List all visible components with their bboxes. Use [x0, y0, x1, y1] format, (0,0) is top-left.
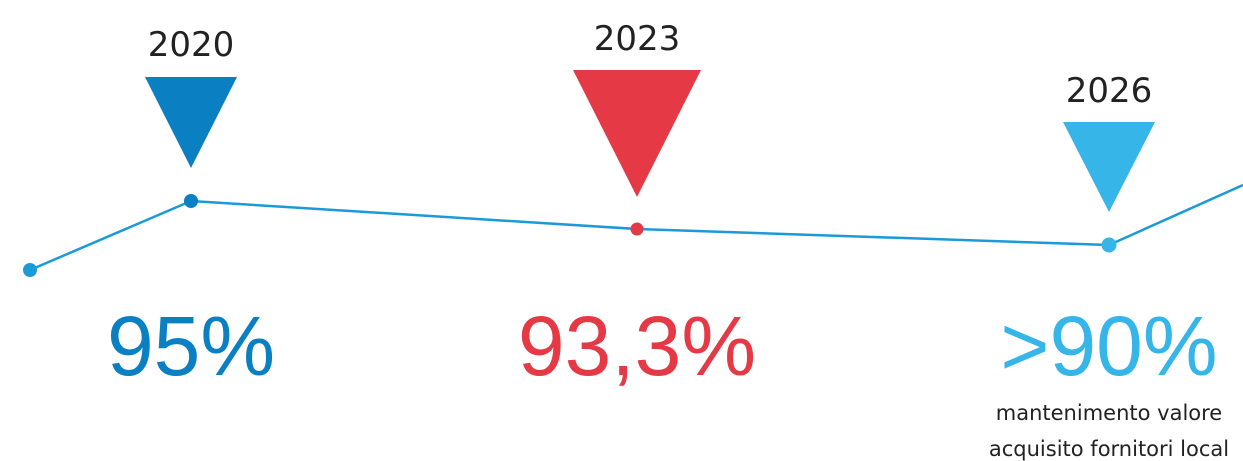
value-label: 95%	[107, 299, 275, 393]
marker-triangle	[1063, 122, 1155, 212]
note-line: acquisito fornitori local	[989, 437, 1229, 461]
note-line: mantenimento valore	[996, 401, 1222, 425]
point	[1101, 237, 1117, 253]
value-label: >90%	[1000, 299, 1217, 393]
year-label: 2020	[148, 25, 235, 65]
year-label: 2023	[594, 19, 681, 59]
value-label: 93,3%	[518, 299, 756, 393]
marker-triangle	[145, 77, 237, 168]
marker-triangle	[573, 70, 701, 197]
point	[630, 222, 644, 236]
year-label: 2026	[1066, 71, 1153, 111]
point	[184, 194, 198, 208]
point	[23, 263, 37, 277]
